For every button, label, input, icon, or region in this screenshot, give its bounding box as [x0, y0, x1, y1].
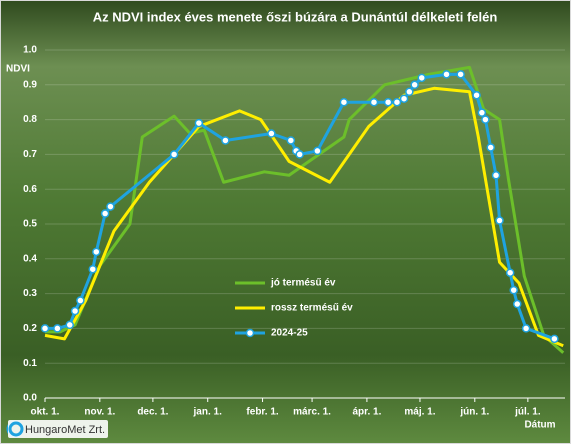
data-point [509, 285, 518, 295]
x-tick-label: nov. 1. [84, 407, 115, 418]
data-point [106, 202, 115, 211]
data-point [495, 216, 504, 225]
data-point [313, 146, 322, 156]
x-tick-label: jan. 1. [193, 407, 223, 418]
data-point [65, 320, 75, 330]
data-point [369, 97, 379, 107]
data-point [486, 143, 495, 152]
x-tick-label: dec. 1. [137, 407, 168, 418]
legend-marker [245, 328, 255, 338]
y-tick-label: 0.8 [23, 114, 37, 125]
x-tick-label: jún. 1. [459, 407, 489, 418]
x-axis-label: Dátum [524, 420, 555, 431]
series-line [45, 65, 565, 354]
data-point [392, 97, 402, 107]
data-point [286, 136, 296, 145]
data-point [339, 97, 349, 107]
y-tick-label: 0.4 [23, 253, 37, 264]
y-tick-label: 0.9 [23, 79, 37, 90]
x-tick-label: febr. 1. [246, 407, 278, 418]
data-point [405, 87, 414, 97]
data-point [512, 299, 522, 309]
chart-title: Az NDVI index éves menete őszi búzára a … [93, 9, 498, 24]
legend-label: rossz termésű év [271, 303, 353, 314]
data-point [70, 306, 80, 316]
y-tick-label: 0.7 [23, 149, 37, 160]
data-point [169, 150, 179, 159]
data-point [491, 171, 501, 180]
series-line [45, 72, 555, 341]
data-point [194, 118, 204, 128]
x-tick-label: ápr. 1. [352, 407, 381, 418]
data-point [399, 94, 409, 103]
y-tick-label: 1.0 [23, 45, 37, 56]
legend-label: jó termésű év [270, 278, 336, 289]
logo-text: HungaroMet Zrt. [25, 424, 105, 436]
data-point [92, 247, 101, 257]
data-point [100, 209, 110, 218]
logo-box [8, 420, 108, 438]
data-point [521, 324, 531, 333]
data-point [550, 334, 559, 344]
legend-label: 2024-25 [271, 328, 308, 339]
data-point [472, 90, 481, 100]
y-tick-label: 0.1 [23, 358, 37, 369]
y-tick-label: 0.5 [23, 219, 37, 230]
data-point [88, 264, 98, 274]
x-tick-label: márc. 1. [293, 407, 331, 418]
y-tick-label: 0.2 [23, 323, 37, 334]
x-tick-label: máj. 1. [404, 407, 435, 418]
y-tick-label: 0.6 [23, 184, 37, 195]
data-point [40, 324, 50, 333]
data-point [410, 80, 419, 90]
data-point [76, 296, 85, 305]
data-point [295, 150, 304, 159]
data-point [505, 268, 515, 277]
logo-ring [8, 421, 24, 437]
data-point [267, 129, 276, 138]
data-point [221, 136, 230, 145]
logo: HungaroMet Zrt. [6, 420, 108, 438]
y-tick-label: 0.0 [23, 393, 37, 404]
data-point [417, 73, 426, 83]
y-axis-label: NDVI [6, 64, 30, 75]
y-tick-label: 0.3 [23, 288, 37, 299]
data-point [53, 324, 62, 333]
x-tick-label: júl. 1. [514, 407, 541, 418]
data-point [456, 70, 465, 79]
series-line [44, 86, 564, 348]
data-point [477, 108, 487, 117]
data-point [383, 97, 393, 107]
data-point [442, 70, 451, 79]
x-tick-label: okt. 1. [31, 407, 60, 418]
data-point [481, 115, 490, 124]
